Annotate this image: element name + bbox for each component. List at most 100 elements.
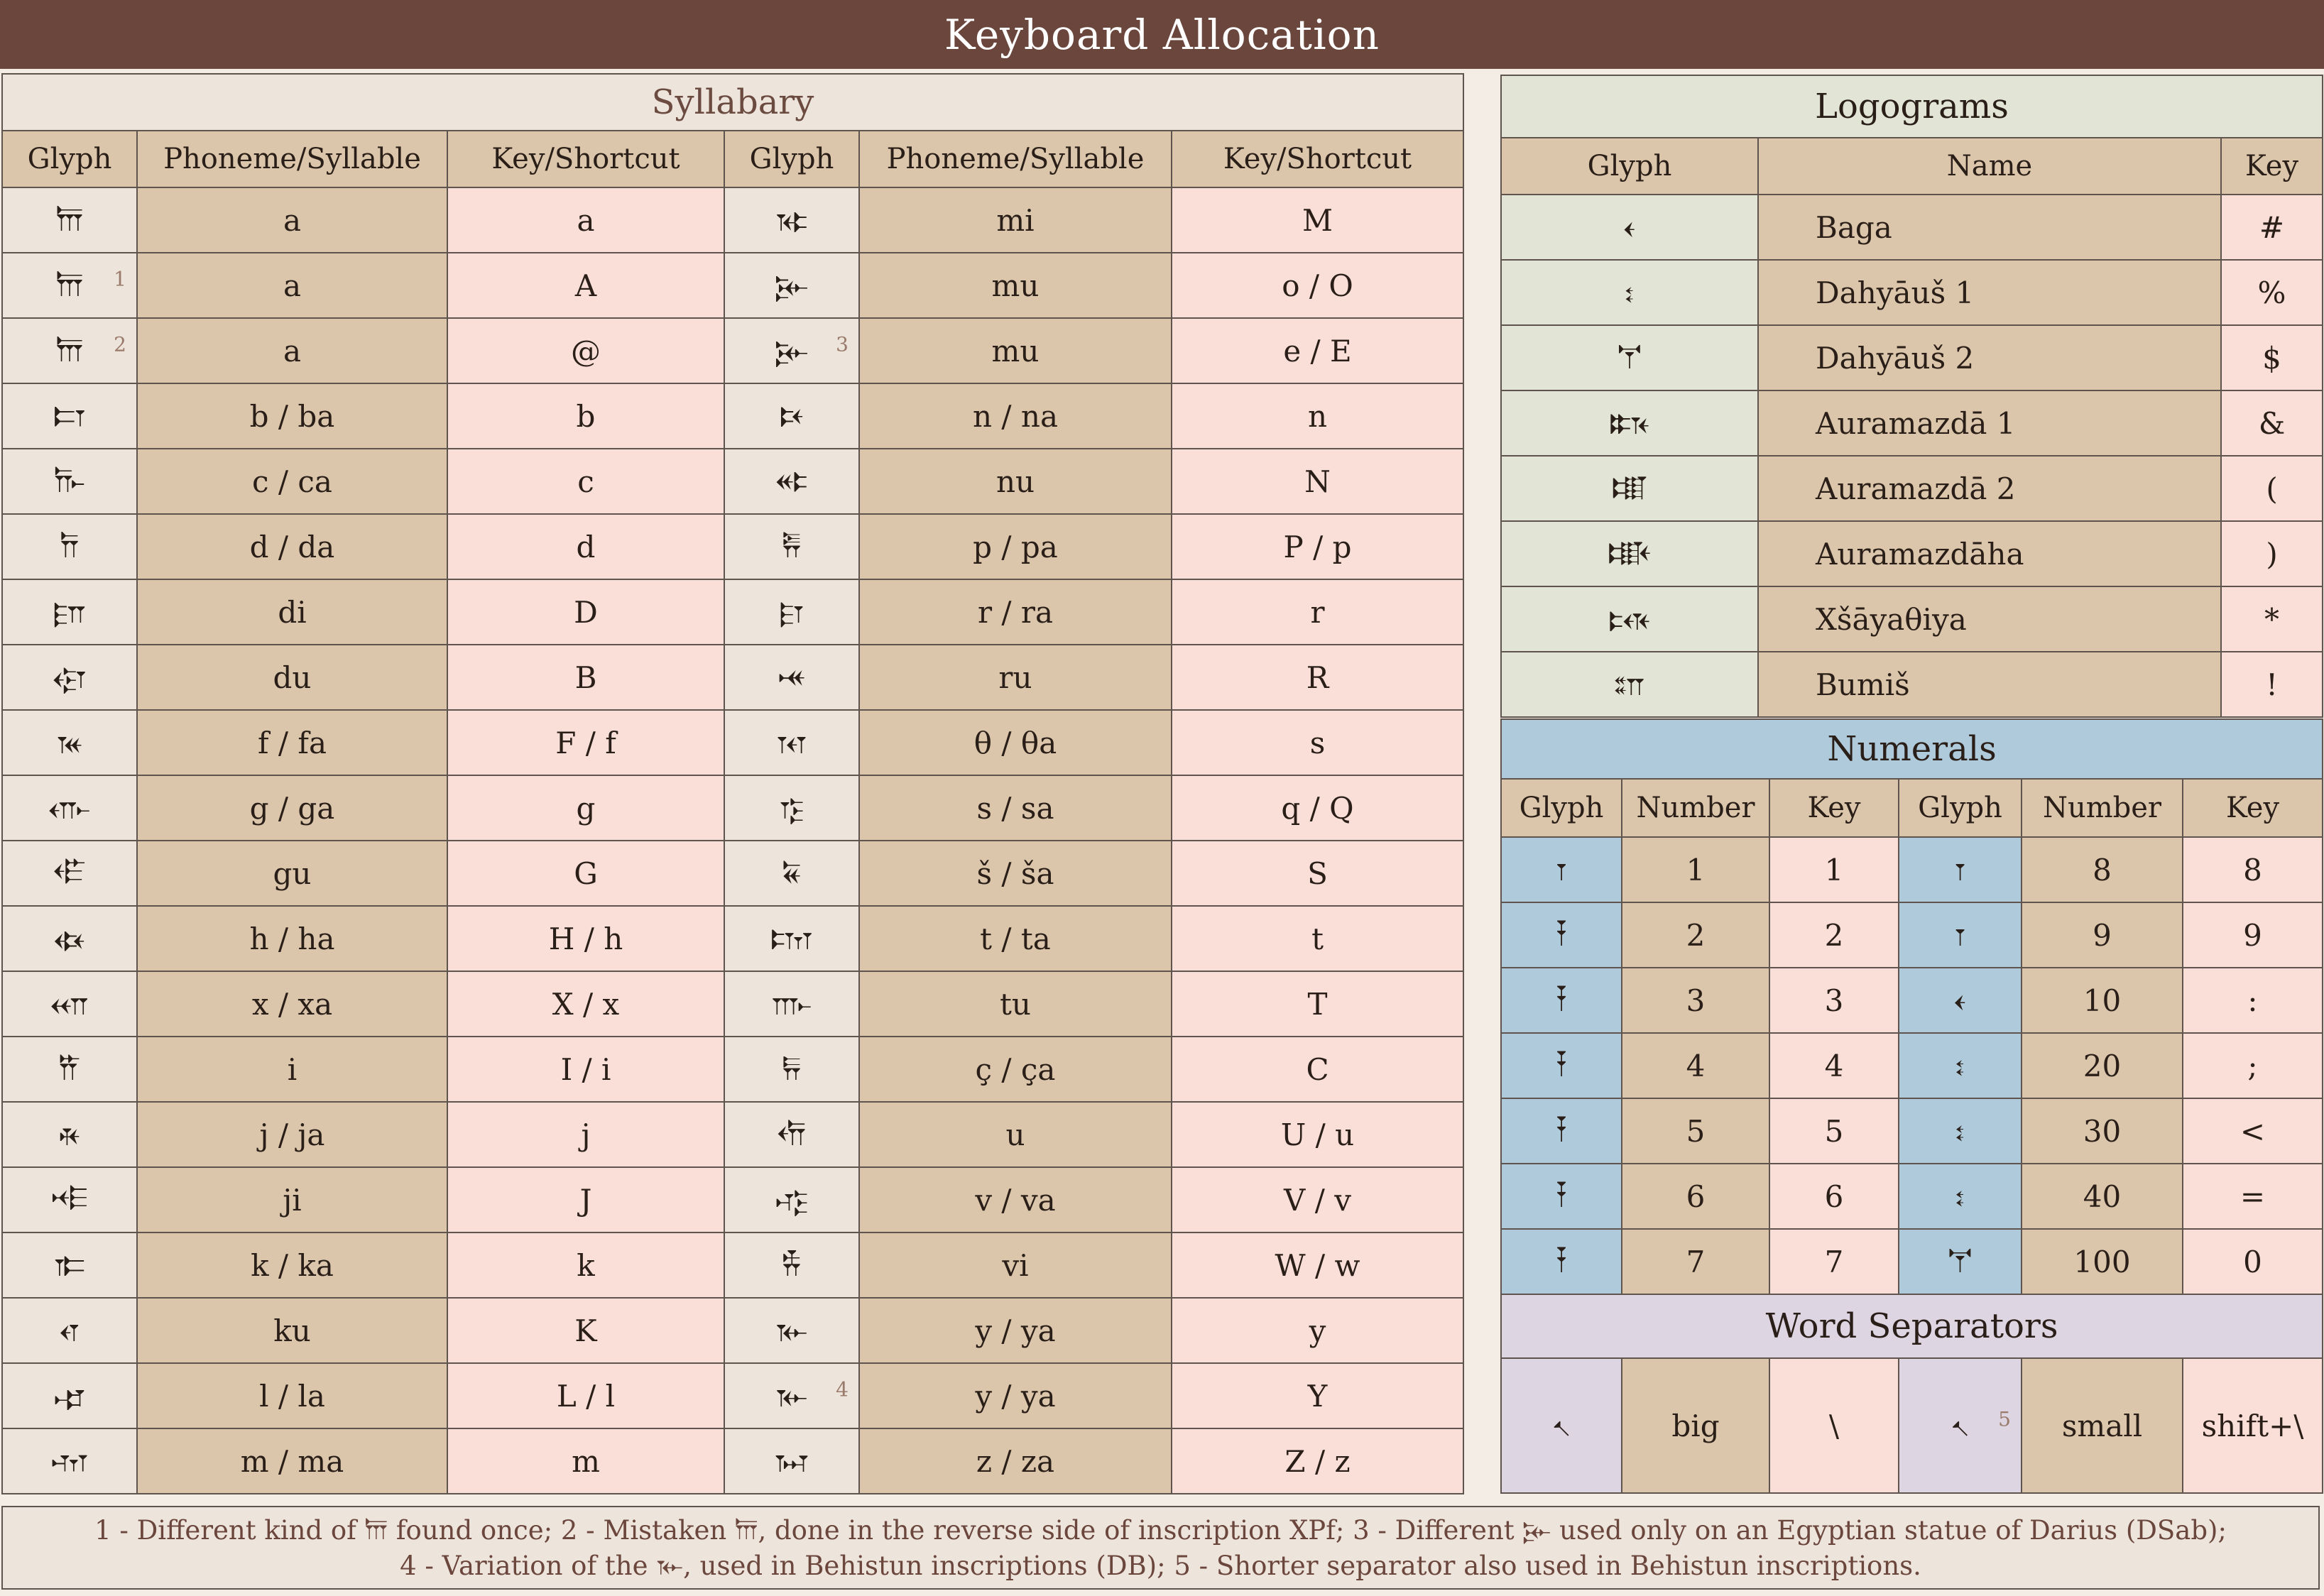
footnote-text: used only on an Egyptian statue of Dariu… [1551,1515,2227,1546]
table-row: 𐏒 3 3 𐏓 10: [1500,967,2324,1034]
footnote-marker: 5 [1998,1407,2011,1431]
phoneme-cell: vi [858,1232,1172,1299]
numerals-header-row: Glyph Number Key Glyph Number Key [1500,778,2324,838]
glyph-cell: 𐎻 [724,1232,860,1299]
key-cell: o / O [1170,252,1465,319]
glyph-cell: 𐎿 [724,775,860,841]
col-header-key: Key [1769,778,1899,838]
number-cell: 5 [1621,1098,1770,1164]
phoneme-cell: θ / θa [858,709,1172,776]
glyph-char: 𐏓 [1954,982,1966,1019]
table-row: 𐏒 7 7 𐏕 100 0 [1500,1228,2324,1295]
glyph-cell: 𐎱 [724,513,860,580]
glyph-cell: 𐎰 [724,709,860,776]
glyph-cell: 𐎩 [1,1101,138,1168]
glyph-cell: 𐏈 [1500,390,1759,457]
glyph-cell: 𐎥 [1,775,138,841]
glyph-cell: 𐎴 [724,383,860,449]
col-header-phoneme: Phoneme/Syllable [858,130,1172,188]
glyph-cell: 𐎦 [1,840,138,907]
glyph-char: 𐏂 [782,1051,802,1088]
glyph-char: 𐏒 [1556,982,1567,1019]
key-cell: X / x [447,971,725,1037]
glyph-char: 𐎠 [55,332,84,369]
table-row: 𐏕 Dahyāuš 2 $ [1500,324,2324,391]
numerals-table: Numerals Glyph Number Key Glyph Number K… [1500,718,2324,1295]
glyph-char: 𐏕 [1617,339,1642,376]
glyph-char: 𐎭 [60,528,80,565]
table-row: 𐎩 j / ja j 𐎢 u U / u [1,1101,1465,1168]
glyph-cell: 𐎫 [724,905,860,972]
glyph-cell: 𐏔 [1898,1098,2022,1164]
phoneme-cell: mi [858,187,1172,253]
key-cell: 9 [2181,902,2324,968]
glyph-cell: 𐏑 [1898,836,2022,903]
glyph-char: 𐎢 [777,1116,807,1153]
col-header-glyph: Glyph [1898,778,2022,838]
glyph-char: 𐎤 [60,1312,80,1349]
number-cell: 9 [2021,902,2183,968]
glyph-cell: 𐎷 [724,187,860,253]
glyph-cell: 𐎧 [1,971,138,1037]
glyph-cell: 𐏓 [1898,967,2022,1034]
separator-key: \ [1769,1357,1899,1494]
key-cell: F / f [447,709,725,776]
key-cell: c [447,448,725,515]
separator-glyph-char: 𐏐 [1553,1407,1570,1444]
glyph-char: 𐎨 [54,463,85,500]
logograms-table: Logograms Glyph Name Key 𐏓 Baga # 𐏔 Dahyāuš … [1500,75,2324,718]
number-cell: 30 [2021,1098,2183,1164]
phoneme-cell: i [136,1036,448,1103]
glyph-char: 𐏊 [1608,535,1652,572]
key-cell: S [1170,840,1465,907]
table-row: 𐎭 d / da d 𐎱 p / pa P / p [1,513,1465,580]
glyph-char: 𐏑 [1954,917,1966,953]
table-row: 𐎶 m / ma m 𐏀 z / za Z / z [1,1428,1465,1494]
phoneme-cell: z / za [858,1428,1172,1494]
phoneme-cell: t / ta [858,905,1172,972]
glyph-char: 𐎶 [50,1443,89,1480]
key-cell: R [1170,644,1465,711]
glyph-cell: 𐏔 [1898,1163,2022,1230]
word-separators-table: Word Separators 𐏐 big \ 𐏐 5 small shift+\ [1500,1294,2324,1494]
col-header-key: Key [2220,137,2324,195]
glyph-char: 𐎯 [53,659,87,696]
table-row: 𐎤 ku K 𐎹 y / ya y [1,1297,1465,1364]
number-cell: 7 [1621,1228,1770,1295]
separator-glyph: 𐏐 [1500,1357,1622,1494]
key-cell: G [447,840,725,907]
footnote-text: , done in the reverse side of inscriptio… [758,1515,1523,1546]
glyph-char: 𐎲 [53,398,86,434]
col-header-number: Number [2021,778,2183,838]
table-row: 𐏉 Auramazdā 2( [1500,455,2324,522]
logogram-name: Auramazdā 1 [1757,390,2222,457]
number-cell: 20 [2021,1032,2183,1099]
separator-name: small [2021,1357,2183,1494]
table-row: 𐏔 Dahyāuš 1% [1500,259,2324,326]
table-row: 𐏒 6 6 𐏔 40 = [1500,1163,2324,1230]
phoneme-cell: s / sa [858,775,1172,841]
glyph-cell: 𐎹 [724,1297,860,1364]
glyph-cell: 𐏑 [1500,836,1622,903]
table-row: 𐏒 5 5 𐏔 30 < [1500,1098,2324,1164]
glyph-char: 𐎫 [770,920,813,957]
glyph-char: 𐏒 [1556,1113,1567,1149]
glyph-char: 𐎥 [48,789,91,826]
glyph-char: 𐏃 [54,920,85,957]
table-row: 𐎮 di D 𐎼 r / ra r [1,579,1465,645]
table-row: 𐏃 h / ha H / h 𐎫 t / ta t [1,905,1465,972]
number-cell: 2 [1621,902,1770,968]
table-row: 𐎪 ji J 𐎺 v / va V / v [1,1166,1465,1233]
col-header-key: Key/Shortcut [1170,130,1465,188]
key-cell: C [1170,1036,1465,1103]
logograms-title: Logograms [1500,75,2324,138]
glyph-char: 𐎺 [775,1181,809,1218]
key-cell: d [447,513,725,580]
key-cell: 0 [2181,1228,2324,1295]
key-cell: D [447,579,725,645]
phoneme-cell: a [136,317,448,384]
table-row: 𐎠 2 a @ 𐎸 3 mu e / E [1,317,1465,384]
key-cell: A [447,252,725,319]
